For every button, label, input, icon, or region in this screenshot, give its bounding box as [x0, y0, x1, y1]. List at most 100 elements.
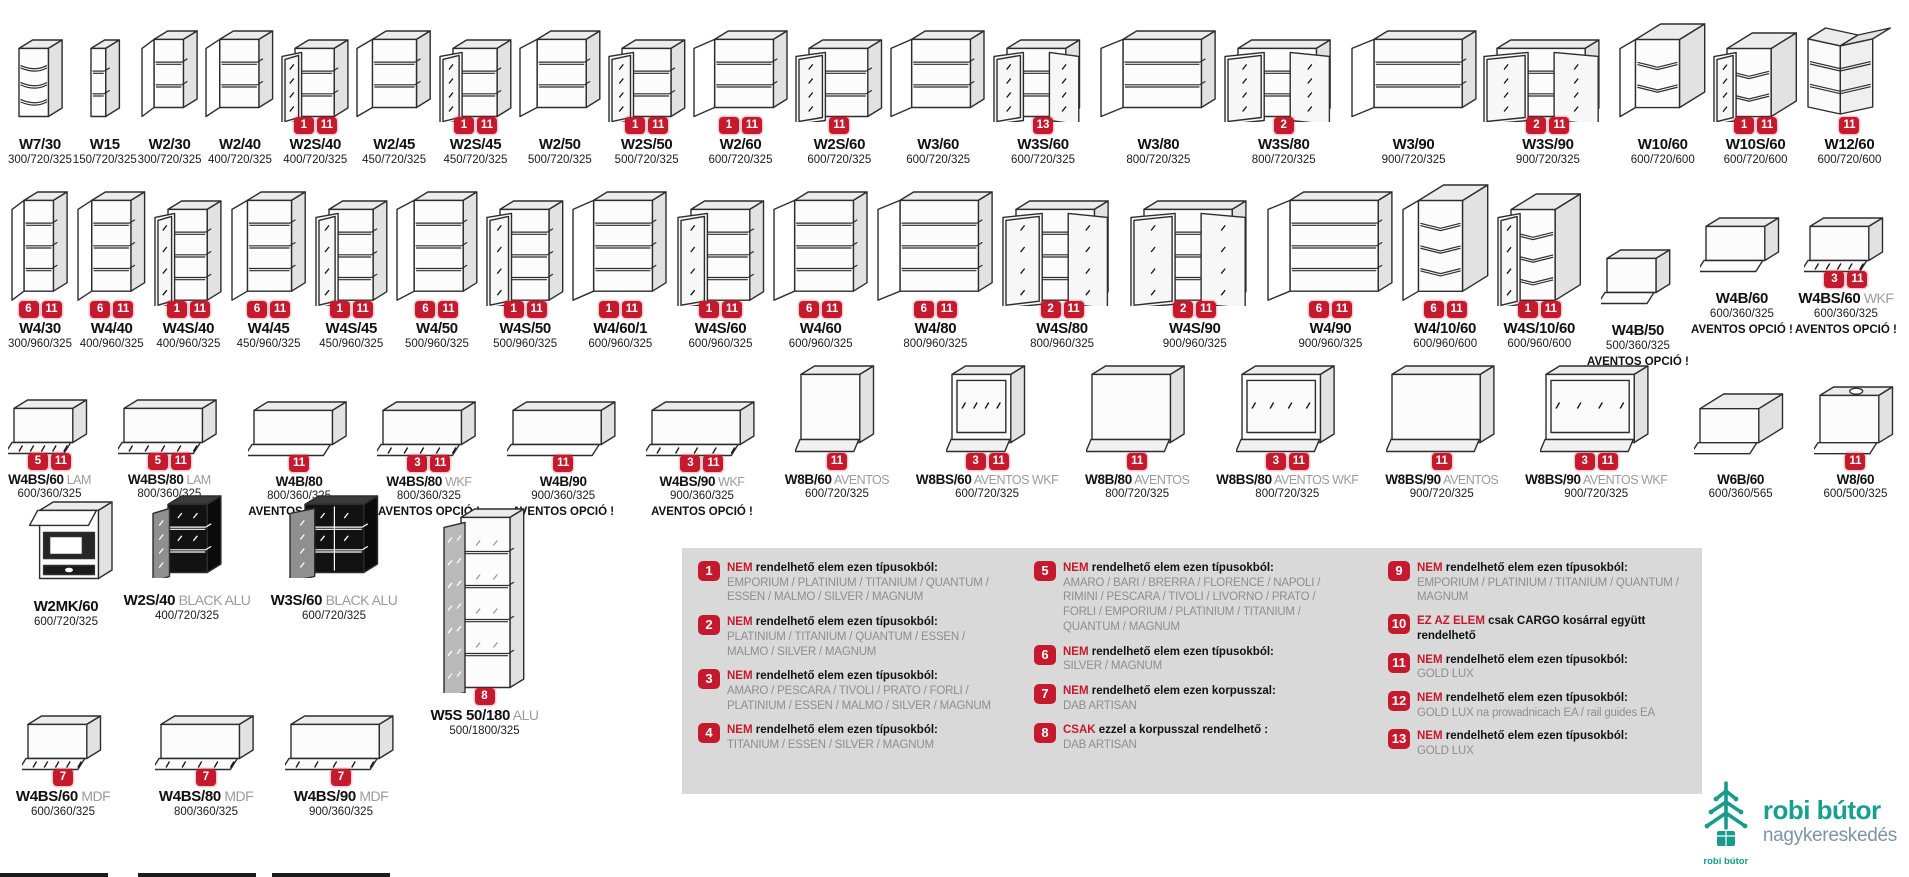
- cabinet-dimensions: 400/960/325: [79, 338, 144, 351]
- cabinet-name: W6B/60: [1717, 471, 1765, 487]
- legend-badge-11: 11: [1331, 300, 1352, 318]
- cabinet-name-suffix: AVENTOS WKF: [1580, 472, 1668, 487]
- legend-badge-2: 2: [1173, 300, 1194, 318]
- cabinet-item-W2-30: W2/30 300/720/325: [138, 27, 202, 168]
- cabinet-item-W4S-60: 1 11 W4S/60 600/960/325: [674, 197, 768, 352]
- cabinet-name-suffix: AVENTOS WKF: [971, 472, 1059, 487]
- cabinet-name: W4S/90: [1168, 319, 1221, 337]
- legend-badge-11: 11: [936, 300, 957, 318]
- cabinet-name: W2/30: [148, 135, 191, 153]
- legend-badge-6: 6: [1423, 300, 1444, 318]
- cabinet-item-W4-30: 6 11 W4/30 300/960/325: [8, 188, 72, 352]
- legend-badge-11: 11: [289, 454, 310, 472]
- legend-item-10: 10 EZ AZ ELEM csak CARGO kosárral együtt …: [1388, 614, 1688, 643]
- legend-badge-1: 1: [719, 116, 739, 134]
- badge-group: 1 11: [625, 116, 669, 135]
- cabinet-item-W5S-50-180: 8 W5S 50/180 ALU 500/1800/325: [431, 505, 539, 739]
- cabinet-illustration: [887, 27, 989, 122]
- legend-badge-11: 11: [189, 300, 210, 318]
- legend-badge-3: 3: [407, 454, 428, 472]
- aventos-option-note: AVENTOS OPCIÓ !: [1691, 324, 1793, 336]
- badge-group: 6 11: [90, 300, 134, 319]
- legend-item-text: NEM rendelhető elem ezen típusokból: AMAR…: [1063, 562, 1321, 633]
- legend-item-text: NEM rendelhető elem ezen típusokból: GOLD…: [1417, 653, 1628, 681]
- cabinet-dimensions: 600/720/325: [906, 154, 971, 167]
- legend-badge-5: 5: [28, 452, 48, 470]
- cabinet-name: W4BS/60 MDF: [15, 788, 111, 805]
- cabinet-item-W2-50: W2/50 500/720/325: [516, 27, 604, 168]
- legend-badge-9: 9: [1388, 561, 1410, 581]
- cabinet-item-W4BS-80: 7 W4BS/80 MDF 800/360/325: [142, 712, 270, 820]
- badge-group: 1 11: [1734, 116, 1778, 135]
- wall-cabinets-row-960: 6 11 W4/30 300/960/325 6 11 W4/40 400/960/325 1 1…: [8, 176, 1897, 368]
- cabinet-illustration: [442, 505, 528, 693]
- cabinet-item-W8B-60: 11 W8B/60 AVENTOS 600/720/325: [785, 362, 890, 502]
- cabinet-item-W7-30: W7/30 300/720/325: [8, 36, 72, 168]
- cabinet-item-W8BS-90: 3 11 W8BS/90 AVENTOS WKF 900/720/325: [1525, 362, 1668, 502]
- legend-badge-7: 7: [53, 769, 73, 786]
- cabinet-name-suffix: AVENTOS: [831, 472, 890, 487]
- cabinet-name: W2S/40: [289, 135, 342, 153]
- legend-badge-8: 8: [1034, 723, 1056, 744]
- legend-item-8: 8 CSAK ezzel a korpusszal rendelhető : DAB…: [1034, 723, 1346, 752]
- cabinet-item-W8BS-90: 11 W8BS/90 AVENTOS 900/720/325: [1385, 362, 1499, 502]
- cabinet-item-W2MK-60: W2MK/60 600/720/325: [2, 498, 130, 630]
- legend-badge-11: 11: [526, 300, 547, 318]
- badge-group: 2 11: [1173, 300, 1217, 319]
- cabinet-name: W4S/40: [162, 319, 215, 337]
- legend-badge-11: 11: [476, 116, 497, 134]
- legend-badge-11: 11: [1196, 300, 1217, 318]
- legend-badge-11: 11: [438, 300, 459, 318]
- cabinet-name: W8BS/90 AVENTOS: [1385, 471, 1499, 487]
- cropped-row-edge: [138, 873, 256, 877]
- cabinet-illustration: [945, 362, 1029, 458]
- cabinet-illustration: [674, 197, 768, 306]
- tree-icon: [1699, 778, 1753, 855]
- cabinet-item-W3-80: W3/80 800/720/325: [1097, 27, 1220, 168]
- cropped-row-edge: [272, 873, 390, 877]
- cabinet-item-W3S-60: W3S/60 BLACK ALU 600/720/325: [258, 492, 410, 624]
- cabinet-dimensions: 600/960/600: [1507, 338, 1572, 351]
- legend-badge-11: 11: [113, 300, 134, 318]
- badge-group: 5 11: [147, 452, 191, 471]
- legend-badge-6: 6: [90, 300, 111, 318]
- aventos-option-note: AVENTOS OPCIÓ !: [512, 506, 615, 518]
- legend-badge-7: 7: [331, 769, 351, 786]
- cabinet-name-suffix: ALU: [510, 707, 539, 723]
- badge-group: 1 11: [503, 300, 547, 319]
- cabinet-name-suffix: MDF: [355, 788, 389, 804]
- cabinet-illustration: [151, 197, 225, 306]
- logo-caption: robi bútor: [1703, 856, 1749, 867]
- cabinet-name: W4BS/80 LAM: [127, 471, 211, 487]
- cabinet-name: W4/60/1: [593, 319, 648, 337]
- cabinet-illustration: [605, 36, 689, 122]
- cabinet-illustration: [1399, 181, 1492, 306]
- badge-group: 1 11: [1517, 300, 1561, 319]
- cabinet-name: W4S/50: [499, 319, 551, 337]
- legend-item-6: 6 NEM rendelhető elem ezen típusokból: SIL…: [1034, 644, 1346, 674]
- badge-group: 6 11: [1423, 300, 1467, 319]
- badge-group: 6 11: [18, 300, 62, 319]
- legend-badge-11: 11: [648, 116, 669, 134]
- cabinet-name: W4S/80: [1036, 319, 1088, 337]
- cabinet-dimensions: 600/500/325: [1823, 488, 1888, 501]
- cabinet-illustration: [1540, 362, 1652, 458]
- badge-group: 5 11: [28, 452, 71, 471]
- badge-group: 6 11: [913, 300, 957, 319]
- legend-badge-8: 8: [474, 688, 495, 705]
- legend-badge-6: 6: [1034, 644, 1056, 665]
- cabinet-name: W3S/80: [1257, 135, 1310, 153]
- legend-item-text: NEM rendelhető elem ezen típusokból: PLAT…: [727, 616, 965, 658]
- aventos-option-note: AVENTOS OPCIÓ !: [1795, 324, 1897, 336]
- cabinet-item-W4BS-60: 3 11 W4BS/60 WKF 600/360/325 AVENTOS OPCIÓ !: [1795, 214, 1897, 336]
- cabinet-illustration: [516, 27, 604, 122]
- legend-badge-7: 7: [196, 769, 216, 786]
- legend-badge-11: 11: [703, 454, 724, 472]
- cabinet-name: W4B/50: [1611, 321, 1665, 339]
- cabinet-item-W2S-40: 1 11 W2S/40 400/720/325: [278, 36, 352, 168]
- legend-badge-11: 11: [988, 452, 1009, 470]
- badge-group: 3 11: [680, 454, 724, 473]
- badge-group: 11: [553, 454, 574, 473]
- badge-group: 3 11: [1574, 452, 1618, 471]
- cabinet-illustration: [874, 188, 997, 306]
